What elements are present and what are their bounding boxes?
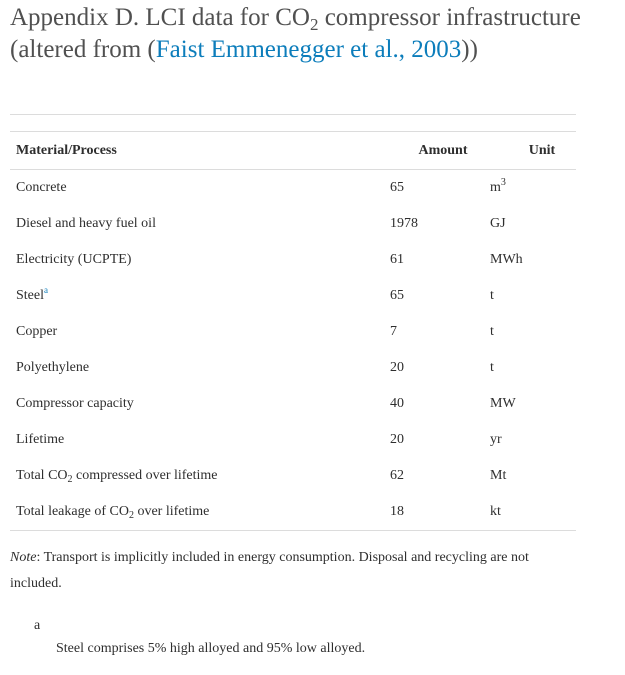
table-row: Steela 65 t xyxy=(10,278,576,314)
table-row: Electricity (UCPTE) 61 MWh xyxy=(10,242,576,278)
table-row: Lifetime 20 yr xyxy=(10,422,576,458)
title-text-1: Appendix D. LCI data for CO xyxy=(10,4,310,31)
note-text: : Transport is implicitly included in en… xyxy=(10,550,529,591)
table-row: Copper 7 t xyxy=(10,314,576,350)
title-divider xyxy=(10,114,576,115)
row-amount: 20 xyxy=(390,360,404,375)
header-unit: Unit xyxy=(528,142,556,158)
row-amount: 40 xyxy=(390,396,404,411)
row-unit: Mt xyxy=(490,468,507,483)
row-material: Electricity (UCPTE) xyxy=(16,252,132,267)
footnote-text: Steel comprises 5% high alloyed and 95% … xyxy=(56,641,366,656)
table-row: Total leakage of CO2 over lifetime 18 kt xyxy=(10,494,576,531)
row-unit: GJ xyxy=(490,216,506,231)
row-unit: t xyxy=(490,324,494,339)
row-amount: 62 xyxy=(390,468,404,483)
table-top-rule xyxy=(10,131,576,132)
row-material: Lifetime xyxy=(16,432,65,447)
table-row: Polyethylene 20 t xyxy=(10,350,576,386)
table-header-row: Material/Process Amount Unit xyxy=(10,132,576,170)
row-material: Compressor capacity xyxy=(16,396,134,411)
lci-data-table: Material/Process Amount Unit Concrete 65… xyxy=(10,132,576,531)
row-amount: 7 xyxy=(390,324,397,339)
title-subscript: 2 xyxy=(309,15,319,34)
table-note: Note: Transport is implicitly included i… xyxy=(10,545,580,597)
title-text-2: compressor infrastructure (altered from … xyxy=(10,4,581,63)
footnote-label: a xyxy=(34,618,41,633)
row-material: Polyethylene xyxy=(16,360,90,375)
row-unit: t xyxy=(490,288,494,303)
header-amount: Amount xyxy=(418,142,468,158)
footnote-ref-link[interactable]: a xyxy=(44,285,48,295)
table-row: Total CO2 compressed over lifetime 62 Mt xyxy=(10,458,576,494)
table-row: Concrete 65 m3 xyxy=(10,170,576,207)
row-material: Concrete xyxy=(16,180,67,195)
title-text-3: )) xyxy=(461,36,478,63)
row-amount: 1978 xyxy=(390,216,418,231)
header-material: Material/Process xyxy=(16,142,117,158)
row-amount: 65 xyxy=(390,180,404,195)
row-unit: yr xyxy=(490,432,502,447)
row-unit: t xyxy=(490,360,494,375)
row-unit: MW xyxy=(490,396,516,411)
table-row: Diesel and heavy fuel oil 1978 GJ xyxy=(10,206,576,242)
row-unit: kt xyxy=(490,504,501,519)
unit-superscript: 3 xyxy=(500,177,506,188)
row-material: Steela xyxy=(16,285,48,304)
row-material: Diesel and heavy fuel oil xyxy=(16,216,156,231)
row-material: Total CO2 compressed over lifetime xyxy=(16,468,218,485)
page-title: Appendix D. LCI data for CO2 compressor … xyxy=(10,2,590,66)
row-amount: 18 xyxy=(390,504,404,519)
citation-link[interactable]: Faist Emmenegger et al., 2003 xyxy=(155,36,462,63)
row-amount: 65 xyxy=(390,288,404,303)
row-amount: 61 xyxy=(390,252,404,267)
table-row: Compressor capacity 40 MW xyxy=(10,386,576,422)
note-label: Note xyxy=(10,550,37,565)
row-material: Copper xyxy=(16,324,58,339)
row-material: Total leakage of CO2 over lifetime xyxy=(16,504,210,521)
row-unit: MWh xyxy=(490,252,523,267)
row-amount: 20 xyxy=(390,432,404,447)
row-unit: m3 xyxy=(490,177,506,196)
